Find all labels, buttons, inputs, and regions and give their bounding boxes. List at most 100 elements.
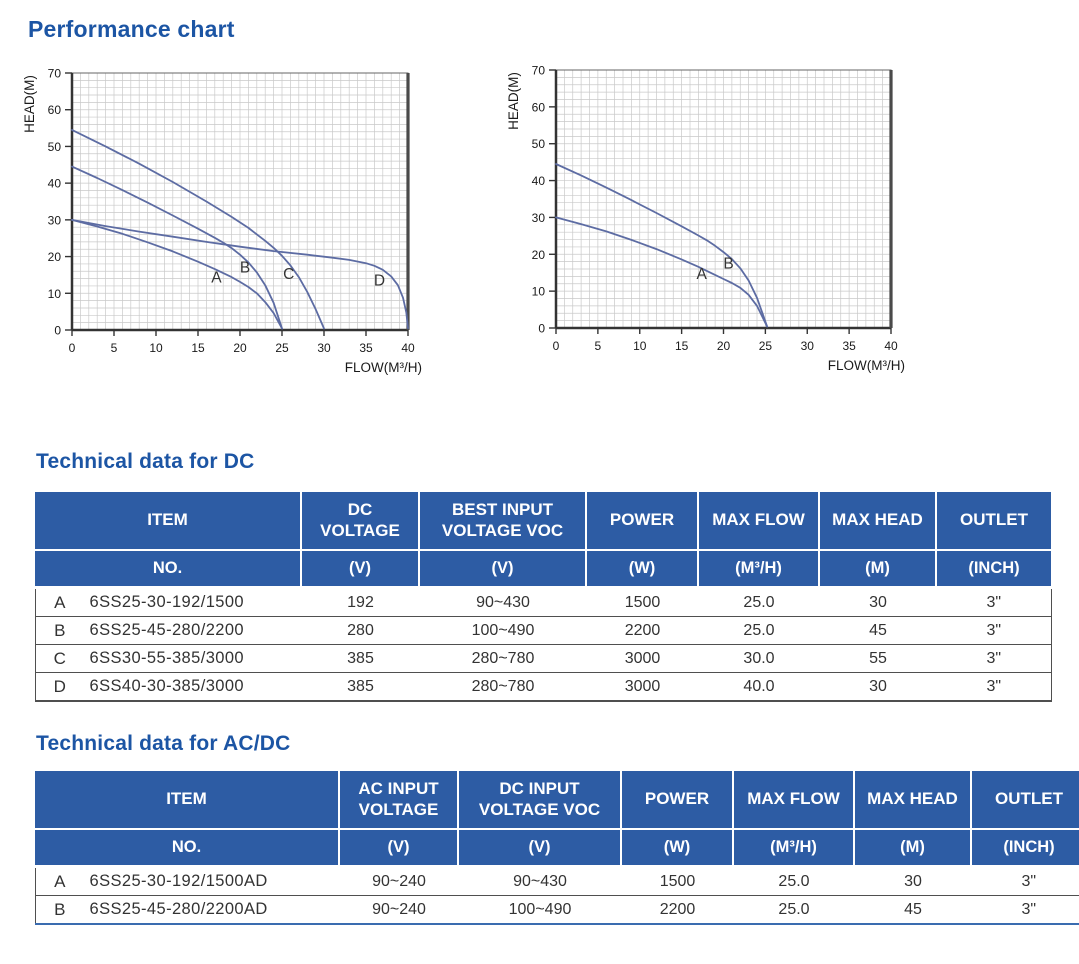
pump-curve-A — [555, 216, 768, 328]
dc-table-header: ITEM DC VOLTAGE BEST INPUT VOLTAGE VOC P… — [35, 492, 1051, 586]
value-max-head: 55 — [819, 644, 937, 673]
x-tick-label: 10 — [149, 341, 163, 355]
item-letter: D — [35, 672, 84, 701]
acdc-table-header: ITEM AC INPUT VOLTAGE DC INPUT VOLTAGE V… — [35, 771, 1079, 865]
value-voltage-2: 280~780 — [419, 644, 587, 673]
table-row: A 6SS25-30-192/1500AD 90~240 90~430 1500 25.0… — [35, 868, 1079, 896]
value-outlet: 3" — [936, 589, 1052, 617]
col-header-ac-input-voltage: AC INPUT VOLTAGE — [339, 771, 459, 830]
col-unit-m: (M) — [854, 829, 972, 865]
value-max-head: 30 — [819, 672, 937, 701]
col-unit-inch: (INCH) — [971, 829, 1079, 865]
y-tick-label: 0 — [538, 322, 545, 336]
value-max-flow: 40.0 — [698, 672, 820, 701]
x-tick-label: 40 — [884, 339, 898, 353]
col-header-outlet: OUTLET — [936, 492, 1051, 551]
value-outlet: 3" — [936, 616, 1052, 645]
table-row: D 6SS40-30-385/3000 385 280~780 3000 40.0 30 3" — [35, 672, 1052, 701]
y-tick-label: 50 — [48, 140, 62, 154]
x-tick-label: 20 — [717, 339, 731, 353]
value-max-head: 30 — [869, 593, 887, 611]
table-row: C 6SS30-55-385/3000 385 280~780 3000 30.0 55 3" — [35, 644, 1052, 673]
x-tick-label: 25 — [275, 341, 289, 355]
page-title: Performance chart — [28, 16, 235, 42]
x-axis-label: FLOW(M³/H) — [828, 358, 905, 373]
acdc-table: ITEM AC INPUT VOLTAGE DC INPUT VOLTAGE V… — [35, 771, 1079, 925]
value-outlet: 3" — [971, 895, 1079, 924]
value-max-flow: 25.0 — [778, 872, 810, 890]
curve-label-A: A — [697, 266, 708, 283]
x-axis-label: FLOW(M³/H) — [345, 360, 422, 375]
x-tick-label: 30 — [801, 339, 815, 353]
curve-label-B: B — [723, 256, 733, 273]
value-max-flow: 25.0 — [733, 895, 855, 924]
item-letter: A — [35, 589, 84, 617]
item-model: 6SS30-55-385/3000 — [83, 644, 302, 673]
x-tick-label: 0 — [69, 341, 76, 355]
col-header-max-flow: MAX FLOW — [733, 771, 855, 830]
value-voltage-1: 280 — [301, 616, 420, 645]
performance-chart-left: 0 5 10 15 20 25 30 35 40 0 10 20 30 40 50 60 70 HEAD(M) FL… — [22, 67, 422, 376]
x-tick-label: 40 — [401, 341, 415, 355]
curve-label-B: B — [240, 259, 250, 276]
value-voltage-1: 385 — [301, 644, 420, 673]
item-letter: A — [35, 868, 84, 896]
value-voltage-1: 385 — [301, 672, 420, 701]
dc-table-body: A 6SS25-30-192/1500 192 90~430 1500 25.0 30 3" B… — [35, 589, 1052, 702]
dc-table: ITEM DC VOLTAGE BEST INPUT VOLTAGE VOC P… — [35, 492, 1052, 702]
value-power: 3000 — [586, 672, 699, 701]
x-tick-label: 5 — [111, 341, 118, 355]
table-row: A 6SS25-30-192/1500 192 90~430 1500 25.0 30 3" — [35, 589, 1052, 617]
y-tick-label: 30 — [48, 213, 62, 227]
item-model: 6SS40-30-385/3000 — [83, 672, 302, 701]
item-model: 6SS25-45-280/2200 — [83, 616, 302, 645]
pump-curve-A — [71, 219, 283, 330]
x-tick-label: 30 — [317, 341, 331, 355]
y-tick-label: 70 — [48, 67, 62, 81]
x-tick-label: 35 — [842, 339, 856, 353]
col-header-dc-voltage: DC VOLTAGE — [301, 492, 420, 551]
col-unit-w: (W) — [621, 829, 734, 865]
value-power: 3000 — [586, 644, 699, 673]
value-power: 1500 — [659, 872, 696, 890]
table-row: B 6SS25-45-280/2200AD 90~240 100~490 2200 25.… — [35, 895, 1079, 924]
y-tick-label: 40 — [48, 177, 62, 191]
table-row: B 6SS25-45-280/2200 280 100~490 2200 25.0 45 3" — [35, 616, 1052, 645]
col-header-best-input-voltage: BEST INPUT VOLTAGE VOC — [419, 492, 587, 551]
x-tick-label: 10 — [633, 339, 647, 353]
x-tick-label: 25 — [759, 339, 773, 353]
performance-chart-right: 0 5 10 15 20 25 30 35 40 0 10 20 30 40 50 60 70 HEAD(M) FL… — [506, 64, 905, 374]
x-tick-label: 35 — [359, 341, 373, 355]
value-max-flow: 30.0 — [698, 644, 820, 673]
y-tick-label: 40 — [532, 174, 546, 188]
col-header-dc-input-voltage: DC INPUT VOLTAGE VOC — [458, 771, 622, 830]
x-tick-label: 5 — [595, 339, 602, 353]
col-unit-no: NO. — [35, 829, 340, 865]
acdc-table-body: A 6SS25-30-192/1500AD 90~240 90~430 1500 25.0… — [35, 868, 1079, 925]
value-power: 2200 — [621, 895, 734, 924]
pump-curve-B — [555, 163, 768, 328]
pump-curve-B — [71, 165, 283, 330]
value-max-head: 45 — [854, 895, 972, 924]
col-unit-m3h: (M³/H) — [733, 829, 855, 865]
acdc-section-title: Technical data for AC/DC — [36, 732, 291, 755]
value-max-head: 45 — [819, 616, 937, 645]
curve-label-A: A — [211, 270, 222, 287]
col-unit-no: NO. — [35, 550, 302, 586]
y-axis-label: HEAD(M) — [22, 75, 37, 133]
value-power: 1500 — [624, 593, 661, 611]
y-tick-label: 60 — [48, 103, 62, 117]
y-tick-label: 50 — [532, 137, 546, 151]
value-voltage-2: 100~490 — [458, 895, 622, 924]
pump-curve-D — [71, 219, 409, 330]
value-max-flow: 25.0 — [698, 616, 820, 645]
col-header-max-flow: MAX FLOW — [698, 492, 820, 551]
col-header-max-head: MAX HEAD — [854, 771, 972, 830]
item-letter: C — [35, 644, 84, 673]
item-model: 6SS25-45-280/2200AD — [83, 895, 340, 924]
col-unit-inch: (INCH) — [936, 550, 1051, 586]
x-tick-label: 15 — [675, 339, 689, 353]
col-header-outlet: OUTLET — [971, 771, 1079, 830]
y-tick-label: 30 — [532, 211, 546, 225]
col-header-power: POWER — [586, 492, 699, 551]
